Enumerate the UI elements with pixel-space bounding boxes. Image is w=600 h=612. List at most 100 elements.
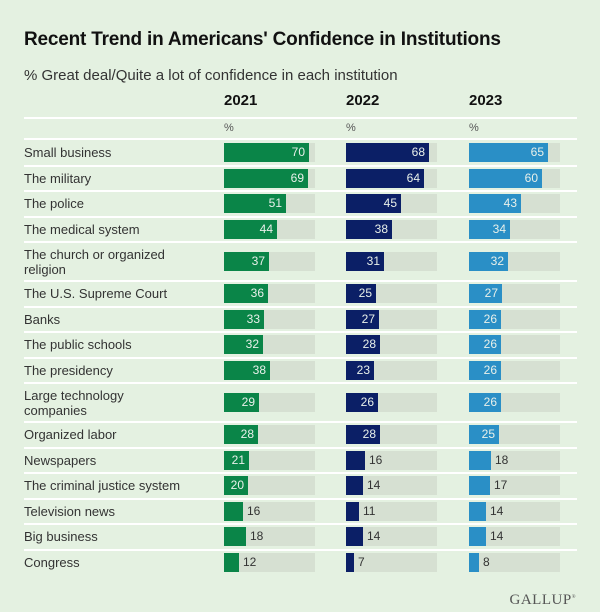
bar-2022: [346, 552, 354, 572]
category-label: Big business: [24, 529, 98, 544]
category-label-line: The police: [24, 196, 84, 212]
value-label-2021: 36: [250, 286, 264, 301]
value-label-2023: 14: [490, 503, 504, 518]
header-divider: [24, 117, 577, 119]
bar-2023: [469, 450, 491, 470]
value-label-2021: 18: [250, 529, 264, 544]
row-divider: [24, 280, 577, 282]
bar-2023: [469, 194, 521, 214]
value-label-2023: 60: [524, 170, 538, 185]
category-label: Newspapers: [24, 453, 96, 468]
year-header-2021: 2021: [224, 92, 258, 109]
category-label: Banks: [24, 312, 60, 327]
category-label-line: The U.S. Supreme Court: [24, 286, 168, 302]
bar-2022: [346, 309, 379, 329]
bar-2022: [346, 284, 376, 304]
bar-2021: [224, 360, 270, 380]
value-label-2022: 28: [362, 337, 376, 352]
category-label-line: Television news: [24, 503, 116, 519]
value-label-2022: 64: [406, 170, 420, 185]
value-label-2023: 26: [483, 395, 497, 409]
bar-2021: [224, 527, 246, 547]
category-label-line: The military: [24, 170, 92, 186]
category-label-line: Newspapers: [24, 452, 97, 468]
value-label-2021: 29: [241, 395, 255, 409]
bar-2022: [346, 527, 363, 547]
chart-subtitle: % Great deal/Quite a lot of confidence i…: [24, 67, 398, 84]
bar-2021: [224, 450, 249, 470]
category-label: Small business: [24, 145, 111, 160]
bar-2021: [224, 425, 258, 445]
row-divider: [24, 472, 577, 474]
value-label-2022: 45: [383, 196, 397, 211]
category-label: The U.S. Supreme Court: [24, 286, 167, 301]
bar-2023: [469, 143, 548, 163]
bar-track-2022: [346, 450, 437, 470]
value-label-2022: 68: [411, 145, 425, 160]
bar-track-2023: [469, 552, 560, 572]
value-label-2022: 25: [358, 286, 372, 301]
value-label-2023: 34: [492, 221, 506, 236]
value-label-2023: 43: [503, 196, 517, 211]
chart-title: Recent Trend in Americans' Confidence in…: [24, 29, 501, 50]
bar-2022: [346, 360, 374, 380]
unit-label-2023: %: [469, 122, 479, 134]
category-label-line: The presidency: [24, 362, 113, 378]
value-label-2021: 20: [230, 478, 244, 493]
value-label-2022: 23: [356, 362, 370, 377]
value-label-2021: 28: [240, 427, 254, 442]
row-divider: [24, 215, 577, 218]
bar-2023: [469, 476, 490, 496]
bar-track-2022: [346, 476, 437, 496]
row-divider: [24, 305, 577, 308]
value-label-2023: 17: [494, 478, 508, 493]
bar-2021: [224, 393, 259, 412]
bar-2022: [346, 501, 359, 521]
bar-track-2023: [469, 476, 560, 496]
bar-2023: [469, 335, 501, 355]
row-divider: [24, 190, 577, 192]
row-divider: [24, 548, 577, 551]
bar-2022: [346, 476, 363, 496]
unit-label-2021: %: [224, 122, 234, 134]
category-label: The criminal justice system: [24, 478, 180, 493]
bar-2023: [469, 393, 501, 412]
bar-2022: [346, 252, 384, 271]
category-label-line: The medical system: [24, 221, 140, 237]
value-label-2023: 32: [490, 254, 504, 268]
bar-2022: [346, 219, 392, 239]
value-label-2022: 27: [361, 311, 375, 326]
value-label-2022: 38: [374, 221, 388, 236]
bar-2021: [224, 194, 286, 214]
bar-2021: [224, 284, 268, 304]
category-label-line: religion: [24, 261, 66, 277]
year-header-2022: 2022: [346, 92, 380, 109]
bar-2023: [469, 168, 542, 188]
value-label-2023: 26: [483, 362, 497, 377]
value-label-2023: 27: [484, 286, 498, 301]
bar-2023: [469, 284, 502, 304]
value-label-2023: 26: [483, 311, 497, 326]
value-label-2023: 65: [530, 145, 544, 160]
bar-2023: [469, 527, 486, 547]
value-label-2023: 26: [483, 337, 497, 352]
bar-track-2022: [346, 527, 437, 547]
bar-track-2023: [469, 450, 560, 470]
category-label: Organized labor: [24, 427, 117, 442]
value-label-2023: 8: [483, 554, 490, 569]
bar-2023: [469, 501, 486, 521]
row-divider: [24, 241, 577, 243]
value-label-2021: 38: [252, 362, 266, 377]
value-label-2021: 70: [291, 145, 305, 160]
bar-2022: [346, 143, 429, 163]
value-label-2023: 14: [490, 529, 504, 544]
bar-2021: [224, 335, 263, 355]
bar-track-2021: [224, 552, 315, 572]
value-label-2021: 12: [243, 554, 257, 569]
category-label-line: companies: [24, 402, 87, 418]
category-label: The public schools: [24, 337, 132, 352]
bar-2023: [469, 252, 508, 271]
value-label-2021: 69: [290, 170, 304, 185]
bar-2022: [346, 168, 424, 188]
category-label: The police: [24, 196, 84, 211]
